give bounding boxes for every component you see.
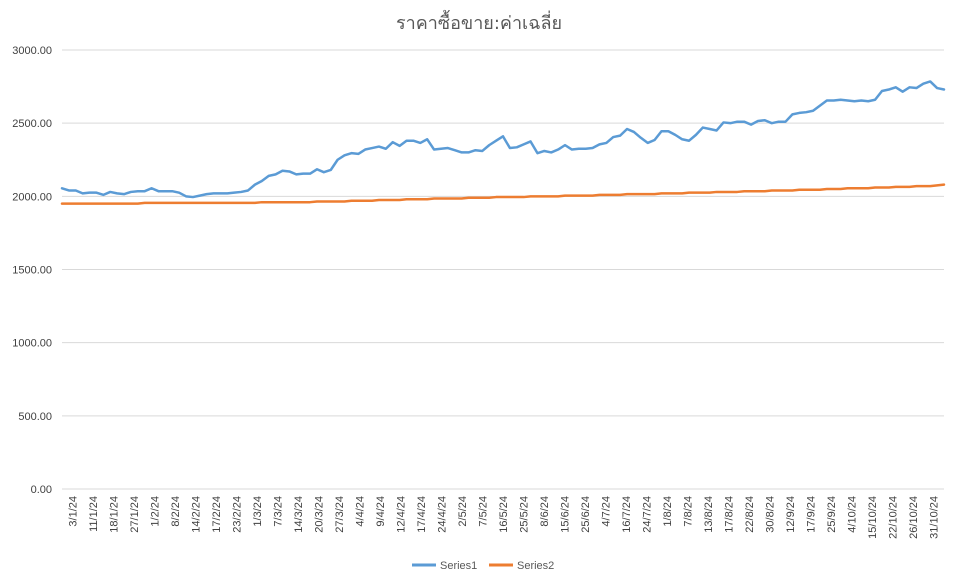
x-tick-label: 3/1/24 xyxy=(67,496,79,527)
series-lines xyxy=(60,80,946,205)
x-tick-label: 14/2/24 xyxy=(190,496,202,533)
x-tick-label: 8/2/24 xyxy=(170,496,182,527)
x-tick-label: 12/9/24 xyxy=(785,496,797,533)
y-tick-label: 1500.00 xyxy=(12,265,52,277)
x-tick-label: 27/3/24 xyxy=(334,496,346,533)
x-tick-label: 14/3/24 xyxy=(293,496,305,533)
x-tick-label: 1/3/24 xyxy=(252,496,264,527)
x-tick-label: 1/8/24 xyxy=(662,496,674,527)
y-tick-label: 3000.00 xyxy=(12,45,52,57)
x-tick-label: 1/2/24 xyxy=(149,496,161,527)
x-tick-label: 22/10/24 xyxy=(888,496,900,539)
x-tick-label: 7/8/24 xyxy=(683,496,695,527)
x-tick-label: 7/5/24 xyxy=(477,496,489,527)
x-tick-label: 4/4/24 xyxy=(354,496,366,527)
series-line-series2 xyxy=(60,183,946,205)
chart-title: ราคาซื้อขาย:ค่าเฉลี่ย xyxy=(396,10,562,34)
y-tick-label: 2500.00 xyxy=(12,118,52,130)
legend-label-series1: Series1 xyxy=(440,560,477,572)
x-tick-label: 17/4/24 xyxy=(416,496,428,533)
x-tick-label: 23/2/24 xyxy=(231,496,243,533)
x-tick-label: 27/1/24 xyxy=(129,496,141,533)
y-tick-label: 500.00 xyxy=(18,411,52,423)
x-tick-label: 15/10/24 xyxy=(867,496,879,539)
x-tick-label: 16/5/24 xyxy=(498,496,510,533)
x-tick-label: 4/10/24 xyxy=(847,496,859,533)
series-line-series1 xyxy=(60,80,946,199)
y-axis-ticks: 0.00 500.00 1000.00 1500.00 2000.00 2500.00 30… xyxy=(12,45,52,496)
x-tick-label: 2/5/24 xyxy=(457,496,469,527)
x-tick-label: 15/6/24 xyxy=(560,496,572,533)
x-tick-label: 9/4/24 xyxy=(375,496,387,527)
x-tick-label: 25/6/24 xyxy=(580,496,592,533)
y-tick-label: 0.00 xyxy=(31,484,52,496)
x-tick-label: 20/3/24 xyxy=(313,496,325,533)
x-tick-label: 25/5/24 xyxy=(519,496,531,533)
x-tick-label: 25/9/24 xyxy=(826,496,838,533)
x-axis-ticks: 3/1/24 11/1/24 18/1/24 27/1/24 1/2/24 8/2/24 1… xyxy=(67,496,940,539)
x-tick-label: 30/8/24 xyxy=(765,496,777,533)
x-tick-label: 24/7/24 xyxy=(642,496,654,533)
x-tick-label: 26/10/24 xyxy=(908,496,920,539)
x-tick-label: 17/9/24 xyxy=(806,496,818,533)
gridlines xyxy=(62,49,944,490)
x-tick-label: 4/7/24 xyxy=(601,496,613,527)
y-tick-label: 2000.00 xyxy=(12,191,52,203)
x-tick-label: 31/10/24 xyxy=(929,496,941,539)
x-tick-label: 17/8/24 xyxy=(724,496,736,533)
x-tick-label: 16/7/24 xyxy=(621,496,633,533)
x-tick-label: 18/1/24 xyxy=(108,496,120,533)
x-tick-label: 17/2/24 xyxy=(211,496,223,533)
legend: Series1 Series2 xyxy=(412,560,554,572)
x-tick-label: 12/4/24 xyxy=(395,496,407,533)
x-tick-label: 13/8/24 xyxy=(703,496,715,533)
x-tick-label: 8/6/24 xyxy=(539,496,551,527)
y-tick-label: 1000.00 xyxy=(12,338,52,350)
x-tick-label: 22/8/24 xyxy=(744,496,756,533)
x-tick-label: 7/3/24 xyxy=(272,496,284,527)
x-tick-label: 24/4/24 xyxy=(436,496,448,533)
legend-label-series2: Series2 xyxy=(517,560,554,572)
x-tick-label: 11/1/24 xyxy=(88,496,100,532)
